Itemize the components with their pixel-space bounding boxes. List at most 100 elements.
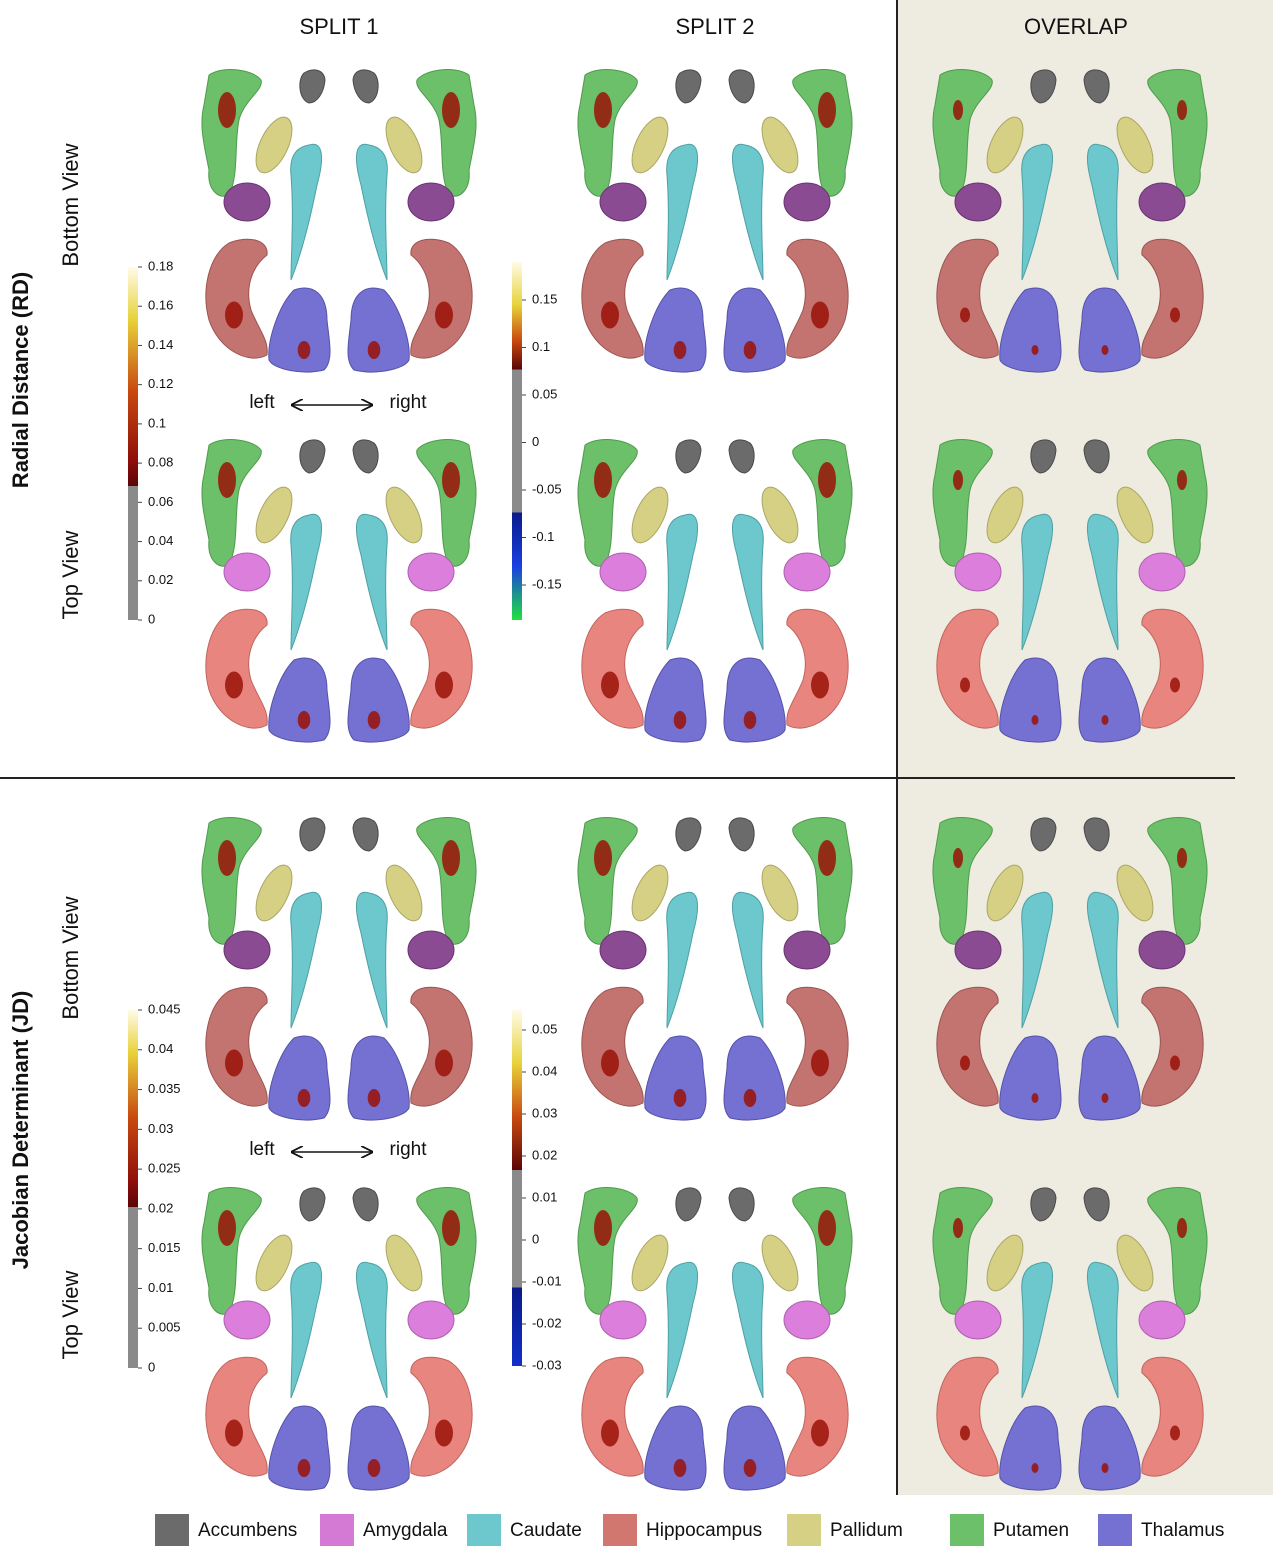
orientation-label: left: [249, 392, 275, 413]
effect-region: [442, 1210, 460, 1246]
putamen: [417, 818, 476, 945]
thalamus: [645, 1036, 706, 1120]
accumbens: [676, 70, 701, 103]
colorbar-tick-label: 0.03: [532, 1105, 557, 1120]
effect-region: [1032, 345, 1039, 355]
effect-region: [298, 341, 311, 359]
colorbar-tick-label: 0: [532, 434, 539, 449]
effect-region: [225, 1050, 243, 1077]
effect-region: [601, 302, 619, 329]
colorbar-tick-label: 0.04: [148, 1041, 173, 1056]
effect-region: [818, 92, 836, 128]
thalamus: [724, 1406, 785, 1490]
effect-region: [225, 1420, 243, 1447]
structure-set: [578, 70, 706, 372]
legend-label: Putamen: [993, 1520, 1069, 1541]
structure-set: [348, 70, 476, 372]
amygdala: [784, 553, 830, 591]
colorbar-tick-label: -0.05: [532, 481, 562, 496]
accumbens: [353, 70, 378, 103]
caudate: [732, 514, 763, 650]
hippocampus: [582, 239, 643, 358]
thalamus: [724, 658, 785, 742]
accumbens: [353, 1188, 378, 1221]
colorbar-tick-label: -0.01: [532, 1273, 562, 1288]
legend-swatch: [467, 1514, 501, 1546]
hippocampus: [206, 609, 267, 728]
caudate: [356, 514, 387, 650]
effect-region: [1032, 1463, 1039, 1473]
structure-set: [202, 1188, 330, 1490]
hippocampus: [787, 987, 848, 1106]
effect-region: [218, 462, 236, 498]
structure-set: [202, 440, 330, 742]
amygdala: [408, 553, 454, 591]
colorbar-tick-label: 0.1: [148, 415, 166, 430]
colorbar-tick-label: 0.025: [148, 1161, 181, 1176]
hippocampus: [787, 239, 848, 358]
effect-region: [298, 711, 311, 729]
effect-region: [953, 1218, 963, 1238]
hippocampus: [582, 1357, 643, 1476]
effect-region: [811, 672, 829, 699]
accumbens: [353, 440, 378, 473]
colorbar-tick-label: -0.02: [532, 1315, 562, 1330]
structure-set: [348, 1188, 476, 1490]
effect-region: [435, 302, 453, 329]
effect-region: [818, 840, 836, 876]
caudate: [356, 892, 387, 1028]
putamen: [578, 440, 637, 567]
colorbar-tick-label: -0.1: [532, 529, 554, 544]
colorbar-tick-label: 0: [532, 1231, 539, 1246]
effect-region: [218, 92, 236, 128]
hippocampus: [787, 609, 848, 728]
effect-region: [674, 1089, 687, 1107]
colorbar-tick-label: 0.05: [532, 1021, 557, 1036]
effect-region: [811, 1050, 829, 1077]
putamen: [202, 70, 261, 197]
colorbar-tick-label: 0.05: [532, 386, 557, 401]
effect-region: [1170, 1426, 1180, 1441]
effect-region: [674, 1459, 687, 1477]
accumbens: [729, 440, 754, 473]
structure-set: [202, 70, 330, 372]
structure-set: [348, 818, 476, 1120]
row-label: Radial Distance (RD): [8, 272, 33, 488]
effect-region: [1177, 470, 1187, 490]
caudate: [732, 892, 763, 1028]
effect-region: [225, 302, 243, 329]
caudate: [291, 892, 322, 1028]
hippocampus: [206, 239, 267, 358]
accumbens: [353, 818, 378, 851]
structure-set: [724, 818, 852, 1120]
legend-swatch: [950, 1514, 984, 1546]
legend-swatch: [787, 1514, 821, 1546]
effect-region: [744, 711, 757, 729]
caudate: [356, 144, 387, 280]
thalamus: [269, 288, 330, 372]
colorbar-tick-label: -0.03: [532, 1357, 562, 1372]
orientation-label: right: [390, 1139, 428, 1160]
column-header: OVERLAP: [1024, 14, 1128, 39]
legend-label: Caudate: [510, 1520, 582, 1541]
thalamus: [348, 288, 409, 372]
colorbar-tick-label: 0.18: [148, 258, 173, 273]
caudate: [291, 144, 322, 280]
putamen: [417, 1188, 476, 1315]
colorbar: [512, 262, 522, 620]
colorbar-tick-label: 0.02: [148, 1200, 173, 1215]
caudate: [291, 1262, 322, 1398]
putamen: [202, 1188, 261, 1315]
hippocampus: [411, 609, 472, 728]
amygdala: [1139, 1301, 1185, 1339]
effect-region: [960, 678, 970, 693]
effect-region: [811, 302, 829, 329]
legend-swatch: [320, 1514, 354, 1546]
colorbar: [512, 1010, 522, 1366]
effect-region: [744, 1459, 757, 1477]
orientation-label: left: [249, 1139, 275, 1160]
effect-region: [744, 341, 757, 359]
effect-region: [435, 672, 453, 699]
effect-region: [1102, 345, 1109, 355]
caudate: [732, 1262, 763, 1398]
